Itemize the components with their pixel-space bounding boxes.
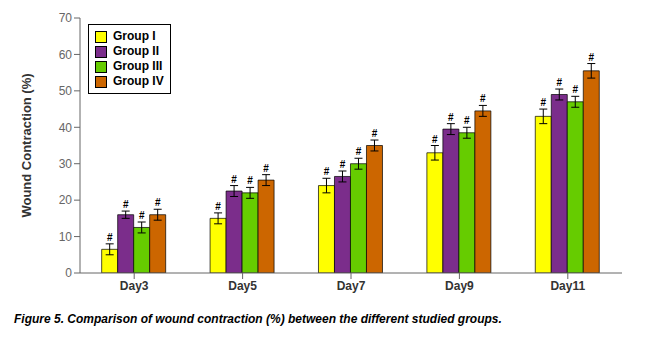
svg-text:#: #: [356, 146, 362, 157]
svg-text:#: #: [432, 134, 438, 145]
svg-text:#: #: [155, 197, 161, 208]
svg-text:50: 50: [59, 84, 73, 98]
svg-text:40: 40: [59, 121, 73, 135]
svg-text:10: 10: [59, 230, 73, 244]
svg-text:Day11: Day11: [550, 279, 585, 293]
svg-text:#: #: [340, 159, 346, 170]
svg-text:#: #: [231, 174, 237, 185]
svg-text:#: #: [572, 84, 578, 95]
svg-text:#: #: [247, 175, 253, 186]
html-text:Group I: Group I: [113, 29, 156, 43]
svg-text:Day7: Day7: [337, 279, 366, 293]
svg-text:Day5: Day5: [228, 279, 257, 293]
svg-text:#: #: [123, 199, 129, 210]
svg-text:Wound Contraction (%): Wound Contraction (%): [19, 73, 34, 217]
html-text:Group III: Group III: [113, 59, 163, 73]
html-text:Figure 5. Comparison of wound: Figure 5. Comparison of wound contractio…: [14, 312, 502, 326]
svg-text:#: #: [372, 128, 378, 139]
html-text:Group IV: Group IV: [113, 74, 164, 88]
svg-text:#: #: [107, 232, 113, 243]
svg-text:#: #: [480, 93, 486, 104]
svg-text:70: 70: [59, 11, 73, 25]
html-text:Group II: Group II: [113, 44, 159, 58]
svg-text:#: #: [448, 112, 454, 123]
svg-text:Day3: Day3: [120, 279, 149, 293]
svg-text:0: 0: [65, 266, 72, 280]
svg-text:#: #: [540, 97, 546, 108]
svg-text:Day9: Day9: [445, 279, 474, 293]
svg-text:#: #: [324, 166, 330, 177]
svg-text:30: 30: [59, 157, 73, 171]
svg-text:#: #: [263, 163, 269, 174]
svg-text:#: #: [464, 115, 470, 126]
svg-text:#: #: [588, 52, 594, 63]
svg-text:#: #: [139, 210, 145, 221]
svg-text:#: #: [215, 201, 221, 212]
svg-text:60: 60: [59, 48, 73, 62]
svg-text:#: #: [556, 77, 562, 88]
svg-text:20: 20: [59, 193, 73, 207]
